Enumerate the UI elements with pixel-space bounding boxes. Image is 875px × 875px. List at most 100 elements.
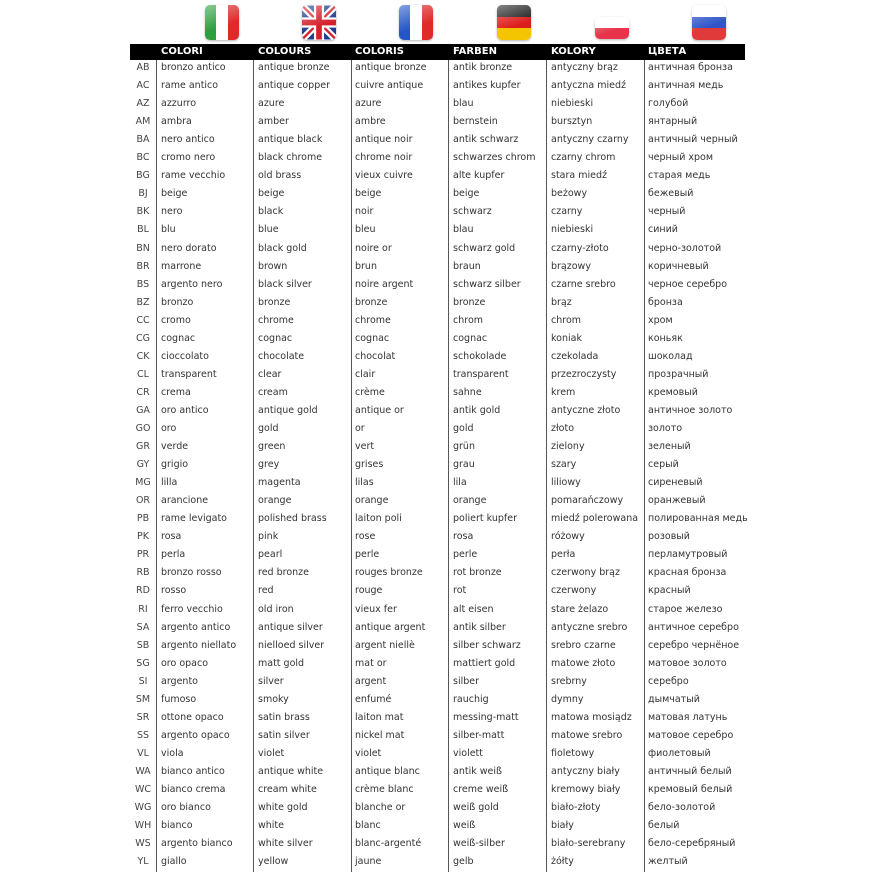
color-name: clear [258, 368, 282, 380]
color-name: античный белый [648, 765, 732, 777]
color-name: yellow [258, 856, 289, 868]
table-row: VL viola violet violet violett fioletowy фиоле… [130, 746, 745, 764]
color-name: beige [355, 188, 382, 200]
color-name: transparent [161, 368, 217, 380]
column-header: COLORI [161, 46, 203, 57]
color-name: bronzo [161, 296, 194, 308]
color-name: ferro vecchio [161, 603, 223, 615]
color-code: SG [136, 657, 150, 669]
color-code: BR [136, 260, 150, 272]
table-row: RI ferro vecchio old iron vieux fer alt eise… [130, 602, 745, 620]
color-name: оранжевый [648, 495, 706, 507]
color-name: silver [258, 675, 284, 687]
table-row: AB bronzo antico antique bronze antique bro… [130, 60, 745, 78]
color-name: pearl [258, 549, 283, 561]
column-divider [546, 60, 547, 872]
color-name: poliert kupfer [453, 513, 517, 525]
color-code: WC [134, 784, 152, 795]
color-name: rot [453, 585, 467, 597]
color-name: черный хром [648, 152, 714, 164]
color-name: violet [258, 747, 285, 759]
color-name: bronze [453, 296, 486, 308]
color-name: silber-matt [453, 729, 505, 741]
color-name: gold [258, 423, 279, 434]
color-name: cream [258, 386, 288, 398]
color-name: antique copper [258, 80, 330, 92]
color-name: белый [648, 820, 680, 832]
color-code: SI [138, 675, 148, 687]
color-name: blu [161, 224, 176, 236]
color-name: nero antico [161, 134, 215, 146]
color-name: bianco antico [161, 765, 225, 777]
color-name: античное золото [648, 404, 733, 416]
color-name: rosa [161, 531, 182, 543]
color-name: rosso [161, 585, 187, 597]
color-name: rouge [355, 585, 383, 597]
color-name: arancione [161, 495, 209, 507]
color-name: weiß-silber [453, 838, 505, 850]
color-name: beige [453, 188, 480, 200]
color-name: fumoso [161, 693, 197, 705]
color-name: brun [355, 260, 377, 272]
color-name: красный [648, 585, 691, 597]
color-name: голубой [648, 98, 689, 110]
color-name: laiton poli [355, 513, 402, 525]
color-name: gelb [453, 856, 474, 868]
column-divider [644, 60, 645, 872]
color-name: ambre [355, 116, 386, 128]
color-name: argento [161, 675, 198, 687]
color-name: schwarz silber [453, 278, 521, 290]
color-name: czarne srebro [551, 278, 616, 290]
color-code: MG [135, 477, 151, 489]
color-name: antik bronze [453, 62, 513, 73]
uk-flag [302, 5, 336, 40]
color-name: schokolade [453, 350, 507, 362]
color-name: old brass [258, 170, 302, 182]
color-name: red bronze [258, 567, 309, 579]
color-code: RB [136, 567, 150, 579]
column-divider [448, 60, 449, 872]
column-divider [253, 60, 254, 872]
color-name: enfumé [355, 693, 392, 705]
color-name: noire argent [355, 278, 414, 290]
color-code: PK [137, 531, 149, 543]
color-name: old iron [258, 603, 294, 615]
table-row: PK rosa pink rose rosa różowy розовый [130, 529, 745, 547]
color-name: niebieski [551, 224, 594, 236]
color-name: bronzo rosso [161, 567, 222, 579]
color-name: antik schwarz [453, 134, 519, 146]
germany-flag [497, 5, 531, 40]
table-row: SM fumoso smoky enfumé rauchig dymny дымчатый [130, 692, 745, 710]
color-name: ottone opaco [161, 711, 224, 723]
color-name: бежевый [648, 188, 694, 200]
color-name: violett [453, 747, 484, 759]
color-name: vieux cuivre [355, 170, 413, 182]
color-name: argento antico [161, 621, 231, 633]
color-name: czarny [551, 206, 583, 218]
color-code: CG [136, 332, 150, 344]
color-name: antyczne srebro [551, 621, 628, 633]
france-flag [399, 5, 433, 40]
color-code: GR [136, 441, 150, 453]
color-code: VL [137, 747, 149, 759]
color-name: шоколад [648, 350, 693, 362]
color-name: bronze [258, 296, 291, 308]
color-name: rame levigato [161, 513, 227, 525]
color-name: nielloed silver [258, 639, 325, 651]
color-name: sahne [453, 386, 482, 398]
color-name: antik weiß [453, 765, 502, 777]
color-code: BN [136, 242, 150, 254]
color-name: античная бронза [648, 62, 733, 73]
table-row: BC cromo nero black chrome chrome noir schwa… [130, 150, 745, 168]
color-name: white gold [258, 802, 308, 814]
color-name: antique noir [355, 134, 413, 146]
color-name: red [258, 585, 274, 597]
color-name: noire or [355, 242, 392, 254]
color-name: античное серебро [648, 621, 739, 633]
color-name: różowy [551, 531, 585, 543]
color-name: grün [453, 441, 475, 453]
color-name: przezroczysty [551, 368, 617, 380]
color-name: черно-золотой [648, 242, 722, 254]
color-name: nero dorato [161, 242, 217, 254]
table-row: BS argento nero black silver noire argent sc… [130, 277, 745, 295]
